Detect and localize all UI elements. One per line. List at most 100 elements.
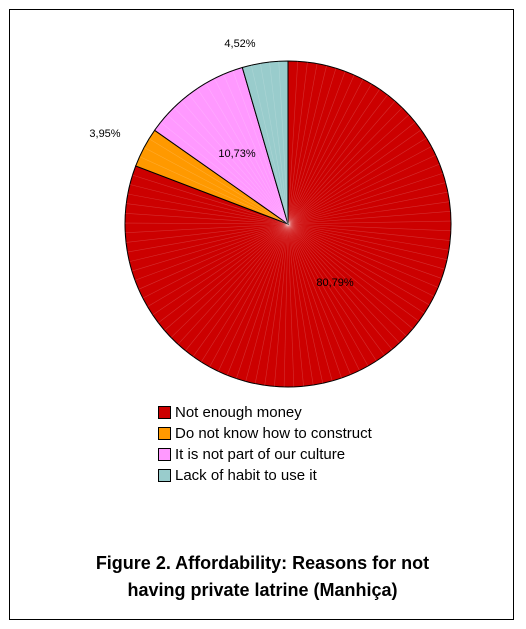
slice-texture-line <box>287 100 396 225</box>
slice-texture-line <box>170 223 289 338</box>
slice-texture-line <box>131 223 289 272</box>
slice-texture-line <box>287 107 403 225</box>
slice-texture-line <box>287 223 369 367</box>
slice-texture-line <box>287 201 450 225</box>
slice-texture-line <box>287 220 451 225</box>
legend-item: Lack of habit to use it <box>158 465 372 486</box>
slice-texture-line <box>264 223 289 386</box>
slice-texture-line <box>260 63 289 225</box>
slice-texture-line <box>196 88 289 225</box>
legend: Not enough money Do not know how to cons… <box>158 402 372 486</box>
slice-texture-line <box>287 223 377 362</box>
slice-texture-line <box>181 100 289 225</box>
slice-texture-line <box>287 223 420 322</box>
legend-item: It is not part of our culture <box>158 444 372 465</box>
slice-texture-line <box>287 137 427 225</box>
slice-texture-line <box>287 63 318 225</box>
slice-texture-line <box>274 223 289 387</box>
slice-texture-line <box>287 223 451 232</box>
slice-texture-line <box>269 62 289 225</box>
legend-swatch <box>158 427 171 440</box>
figure-caption: Figure 2. Affordability: Reasons for not… <box>10 550 515 604</box>
slice-texture-line <box>287 223 442 279</box>
slice-texture-line <box>287 223 393 350</box>
slice-texture-line <box>192 223 289 357</box>
caption-line: having private latrine (Manhiça) <box>127 580 398 600</box>
slice-texture-line <box>245 223 289 382</box>
slice-texture-line <box>129 223 289 262</box>
slice-texture-line <box>147 223 289 307</box>
slice-texture-line <box>287 83 372 225</box>
slice-texture-line <box>129 184 289 225</box>
pie-chart: 80,79% 3,95% 10,73% 4,52% <box>89 38 452 388</box>
slice-texture-line <box>287 121 416 225</box>
slice-texture-line <box>143 147 289 225</box>
slice-texture-line <box>287 89 380 225</box>
legend-swatch <box>158 469 171 482</box>
slice-texture-line <box>287 65 327 225</box>
slice-texture-line <box>125 223 289 234</box>
slice-texture-line <box>287 223 439 288</box>
slice-texture-line <box>287 223 445 270</box>
slice-texture-line <box>185 223 289 351</box>
slice-texture-line <box>287 154 436 225</box>
slice-texture-line <box>132 174 289 225</box>
slice-texture-line <box>287 223 342 379</box>
slice-texture-line <box>164 223 289 331</box>
slice-texture-line <box>134 223 289 281</box>
slice-texture-line <box>254 223 289 384</box>
slice-texture-line <box>287 223 304 387</box>
slice-texture-line <box>125 213 289 225</box>
chart-frame: 80,79% 3,95% 10,73% 4,52% Not enough money … <box>9 9 514 620</box>
slice-texture-line <box>127 223 289 253</box>
slice-texture-line <box>166 114 289 225</box>
slice-value-label: 10,73% <box>218 148 256 160</box>
slice-texture-line <box>209 223 289 368</box>
slice-value-label: 4,52% <box>224 38 255 50</box>
slice-texture-line <box>287 223 400 344</box>
slice-texture-line <box>287 62 308 225</box>
slice-texture-line <box>287 223 333 381</box>
slice-texture-line <box>287 223 435 297</box>
slice-texture-line <box>223 74 289 225</box>
slice-texture-line <box>188 94 289 225</box>
slice-texture-line <box>278 61 289 225</box>
legend-label: It is not part of our culture <box>175 446 346 463</box>
slice-texture-line <box>177 223 289 345</box>
pie-slice <box>241 60 289 225</box>
slice-texture-line <box>287 94 388 225</box>
slice-texture-line <box>287 79 364 225</box>
pie-slice <box>153 66 289 226</box>
slice-texture-line <box>287 223 430 306</box>
slice-texture-line <box>124 222 289 225</box>
slice-texture-line <box>173 107 289 225</box>
slice-texture-line <box>287 223 295 387</box>
slice-texture-line <box>287 223 324 384</box>
slice-texture-line <box>139 156 289 225</box>
slice-texture-line <box>287 223 385 356</box>
slice-texture-line <box>250 65 289 225</box>
slice-texture-line <box>287 71 346 225</box>
slice-texture-line <box>287 74 355 225</box>
legend-label: Not enough money <box>175 404 302 421</box>
slice-texture-line <box>287 223 407 337</box>
slice-texture-line <box>232 70 289 225</box>
slice-texture-line <box>287 223 451 241</box>
legend-label: Lack of habit to use it <box>175 467 317 484</box>
slice-texture-line <box>287 61 299 225</box>
slice-texture-line <box>287 223 360 371</box>
slice-texture-line <box>287 223 448 261</box>
slice-texture-line <box>200 223 289 363</box>
slice-texture-line <box>287 129 422 225</box>
slice-texture-line <box>287 182 446 225</box>
slice-texture-line <box>152 223 289 316</box>
slice-texture-line <box>236 223 289 379</box>
slice-texture-line <box>287 114 410 225</box>
slice-texture-line <box>287 163 440 225</box>
slice-texture-line <box>205 83 289 225</box>
slice-texture-line <box>287 223 314 386</box>
slice-texture-line <box>127 193 289 225</box>
slice-texture-line <box>287 223 425 314</box>
slice-texture-line <box>287 211 451 225</box>
slice-texture-line <box>287 223 413 330</box>
